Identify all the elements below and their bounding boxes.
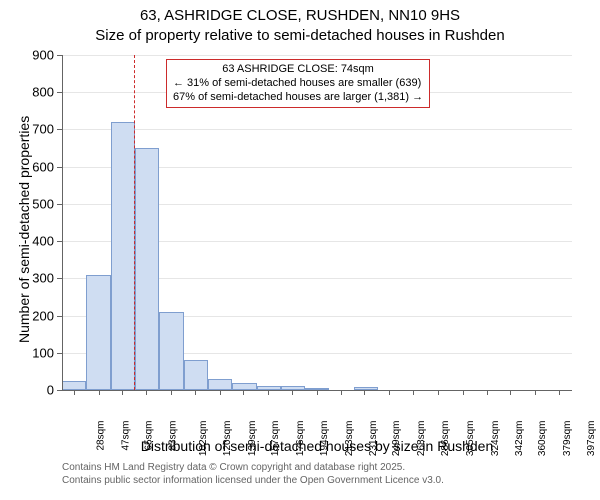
title-line-1: 63, ASHRIDGE CLOSE, RUSHDEN, NN10 9HS [0,6,600,26]
x-tick-mark [559,390,560,395]
x-tick-mark [364,390,365,395]
x-tick-label: 194sqm [319,421,330,457]
x-tick-label: 305sqm [465,421,476,457]
x-tick-label: 83sqm [168,421,179,451]
x-tick-mark [438,390,439,395]
attribution-text: Contains HM Land Registry data © Crown c… [62,462,444,487]
y-tick-label: 400 [22,234,54,249]
property-marker-line [134,55,135,390]
x-tick-label: 213sqm [344,421,355,457]
x-tick-label: 286sqm [440,421,451,457]
y-tick-mark [57,204,62,205]
y-tick-mark [57,129,62,130]
y-tick-mark [57,390,62,391]
x-tick-mark [268,390,269,395]
x-tick-label: 47sqm [120,421,131,451]
chart-root: 63, ASHRIDGE CLOSE, RUSHDEN, NN10 9HS Si… [0,0,600,500]
y-axis-line [62,55,63,390]
gridline [62,129,572,130]
x-tick-mark [171,390,172,395]
x-tick-mark [74,390,75,395]
x-tick-mark [99,390,100,395]
histogram-bar [208,379,232,390]
x-tick-mark [317,390,318,395]
histogram-bar [159,312,183,390]
y-tick-label: 200 [22,308,54,323]
x-tick-label: 176sqm [295,421,306,457]
info-box-line: 63 ASHRIDGE CLOSE: 74sqm [173,63,423,77]
y-tick-label: 300 [22,271,54,286]
x-tick-mark [463,390,464,395]
x-tick-label: 324sqm [490,421,501,457]
x-tick-label: 231sqm [368,421,379,457]
x-tick-label: 360sqm [537,421,548,457]
property-info-box: 63 ASHRIDGE CLOSE: 74sqm← 31% of semi-de… [166,59,430,108]
x-tick-label: 102sqm [198,421,209,457]
x-tick-mark [220,390,221,395]
x-tick-mark [195,390,196,395]
x-tick-label: 65sqm [144,421,155,451]
info-box-line: 67% of semi-detached houses are larger (… [173,91,423,105]
x-tick-mark [389,390,390,395]
chart-title: 63, ASHRIDGE CLOSE, RUSHDEN, NN10 9HS Si… [0,6,600,45]
x-tick-label: 268sqm [416,421,427,457]
attribution-line-2: Contains public sector information licen… [62,475,444,488]
info-box-line: ← 31% of semi-detached houses are smalle… [173,77,423,91]
histogram-bar [135,148,159,390]
x-tick-mark [292,390,293,395]
x-tick-mark [535,390,536,395]
x-tick-label: 28sqm [95,421,106,451]
x-tick-mark [146,390,147,395]
histogram-bar [86,275,110,390]
x-tick-label: 139sqm [247,421,258,457]
histogram-bar [232,383,256,390]
y-tick-mark [57,55,62,56]
y-tick-label: 100 [22,345,54,360]
x-tick-label: 157sqm [270,421,281,457]
plot-area: 63 ASHRIDGE CLOSE: 74sqm← 31% of semi-de… [62,55,572,390]
x-tick-label: 397sqm [586,421,597,457]
x-tick-mark [413,390,414,395]
y-tick-label: 0 [22,383,54,398]
y-tick-mark [57,167,62,168]
y-tick-mark [57,278,62,279]
x-tick-label: 249sqm [391,421,402,457]
x-tick-mark [510,390,511,395]
histogram-bar [62,381,86,390]
y-tick-label: 600 [22,159,54,174]
title-line-2: Size of property relative to semi-detach… [0,26,600,46]
y-tick-mark [57,92,62,93]
x-tick-mark [341,390,342,395]
y-tick-mark [57,241,62,242]
x-tick-mark [487,390,488,395]
gridline [62,55,572,56]
x-tick-mark [243,390,244,395]
histogram-bar [111,122,135,390]
y-tick-label: 500 [22,196,54,211]
y-tick-mark [57,316,62,317]
y-tick-label: 800 [22,85,54,100]
x-tick-label: 342sqm [514,421,525,457]
attribution-line-1: Contains HM Land Registry data © Crown c… [62,462,444,475]
x-tick-label: 379sqm [562,421,573,457]
x-tick-mark [122,390,123,395]
histogram-bar [184,360,208,390]
y-tick-label: 900 [22,48,54,63]
x-tick-label: 120sqm [222,421,233,457]
y-tick-mark [57,353,62,354]
y-tick-label: 700 [22,122,54,137]
